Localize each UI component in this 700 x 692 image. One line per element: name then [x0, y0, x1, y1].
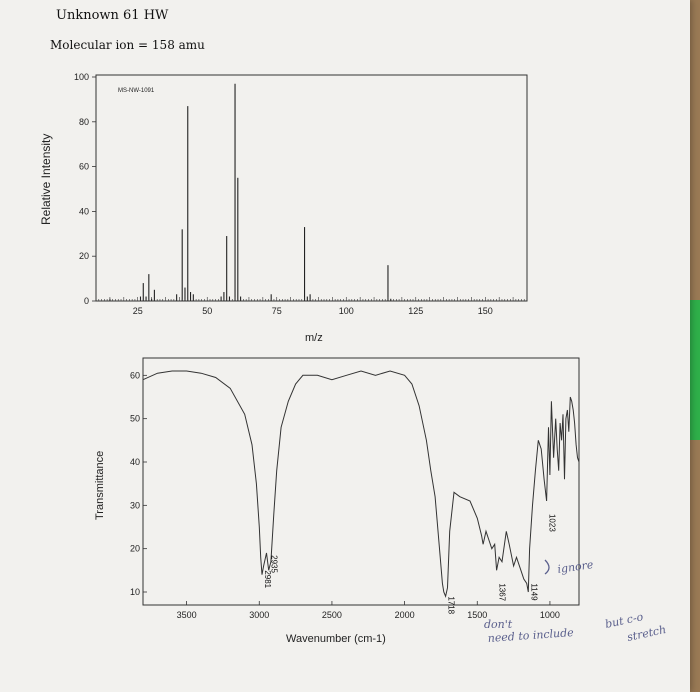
ignore-bracket	[544, 559, 550, 575]
ms-x-tick-label: 100	[339, 306, 354, 316]
ir-peak-label: 1367	[498, 583, 507, 601]
ir-x-tick-label: 1000	[540, 610, 560, 620]
ir-x-tick-label: 2000	[395, 610, 415, 620]
handwritten-notes: ignore don't need to include but c-o str…	[484, 558, 667, 645]
ir-x-tick-label: 3000	[249, 610, 269, 620]
stretch-note: stretch	[626, 623, 667, 644]
ms-plot-frame	[95, 74, 528, 302]
ms-x-tick-label: 25	[133, 306, 143, 316]
ms-x-tick-label: 75	[272, 306, 282, 316]
ir-peak-label: 1718	[447, 596, 456, 614]
ir-peak-label: 2981	[263, 570, 272, 588]
ms-x-tick-label: 50	[202, 306, 212, 316]
ir-peak-label: 2935	[270, 555, 279, 573]
ir-peak-label: 1149	[529, 583, 538, 601]
ms-y-tick-label: 60	[79, 162, 89, 172]
ms-y-tick-label: 80	[79, 117, 89, 127]
ms-x-tick-label: 150	[478, 306, 493, 316]
ms-y-axis-label: Relative Intensity	[39, 134, 53, 225]
ir-peak-label: 1023	[548, 514, 557, 532]
dont-note: don't	[484, 618, 513, 631]
ms-y-tick-label: 20	[79, 251, 89, 261]
ir-y-tick-label: 50	[130, 414, 140, 424]
need-to-include-note: need to include	[487, 626, 574, 645]
ir-x-tick-label: 2500	[322, 610, 342, 620]
ir-x-tick-label: 3500	[177, 610, 197, 620]
mass-spectrum-chart: MS-NW-1091 m/z Relative Intensity 25 50 75…	[39, 72, 528, 344]
ir-x-tick-label: 1500	[467, 610, 487, 620]
ms-x-tick-label: 125	[408, 306, 423, 316]
ir-spectrum-chart: Wavenumber (cm-1) Transmittance 3500 3000…	[94, 357, 580, 645]
ms-x-axis-label: m/z	[305, 332, 323, 344]
ms-y-tick-label: 0	[84, 296, 89, 306]
ir-y-tick-label: 30	[130, 500, 140, 510]
ir-transmittance-line	[142, 370, 580, 598]
ir-y-axis-label: Transmittance	[94, 451, 106, 520]
ir-y-tick-label: 20	[130, 544, 140, 554]
ir-y-tick-label: 10	[130, 587, 140, 597]
ms-y-tick-label: 100	[74, 72, 89, 82]
ignore-note: ignore	[557, 558, 595, 576]
molecular-ion-note: Molecular ion = 158 amu	[50, 38, 205, 52]
ir-y-tick-label: 60	[130, 370, 140, 380]
ms-chart-title: MS-NW-1091	[118, 88, 155, 94]
ir-y-tick-label: 40	[130, 457, 140, 467]
ir-plot-frame	[142, 357, 580, 606]
ms-y-tick-label: 40	[79, 206, 89, 216]
page-title: Unknown 61 HW	[56, 8, 169, 23]
ir-x-axis-label: Wavenumber (cm-1)	[286, 633, 386, 645]
